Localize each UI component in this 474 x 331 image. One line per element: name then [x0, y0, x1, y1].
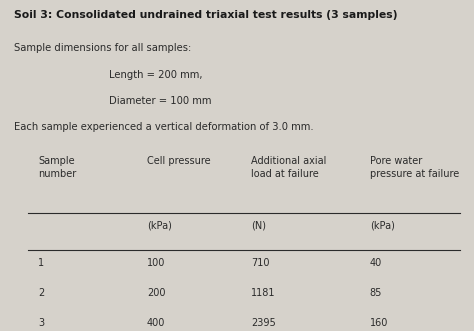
- Text: Sample dimensions for all samples:: Sample dimensions for all samples:: [14, 43, 191, 53]
- Text: 2: 2: [38, 288, 44, 298]
- Text: Additional axial
load at failure: Additional axial load at failure: [251, 156, 327, 179]
- Text: 100: 100: [147, 258, 165, 268]
- Text: (kPa): (kPa): [147, 220, 172, 230]
- Text: Soil 3: Consolidated undrained triaxial test results (3 samples): Soil 3: Consolidated undrained triaxial …: [14, 10, 398, 20]
- Text: 40: 40: [370, 258, 382, 268]
- Text: Pore water
pressure at failure: Pore water pressure at failure: [370, 156, 459, 179]
- Text: Length = 200 mm,: Length = 200 mm,: [109, 70, 202, 79]
- Text: 1: 1: [38, 258, 44, 268]
- Text: Sample
number: Sample number: [38, 156, 76, 179]
- Text: 2395: 2395: [251, 318, 276, 328]
- Text: Diameter = 100 mm: Diameter = 100 mm: [109, 96, 211, 106]
- Text: 400: 400: [147, 318, 165, 328]
- Text: Cell pressure: Cell pressure: [147, 156, 210, 166]
- Text: Each sample experienced a vertical deformation of 3.0 mm.: Each sample experienced a vertical defor…: [14, 122, 314, 132]
- Text: (N): (N): [251, 220, 266, 230]
- Text: 1181: 1181: [251, 288, 276, 298]
- Text: 160: 160: [370, 318, 388, 328]
- Text: 710: 710: [251, 258, 270, 268]
- Text: (kPa): (kPa): [370, 220, 394, 230]
- Text: 85: 85: [370, 288, 382, 298]
- Text: 3: 3: [38, 318, 44, 328]
- Text: 200: 200: [147, 288, 165, 298]
